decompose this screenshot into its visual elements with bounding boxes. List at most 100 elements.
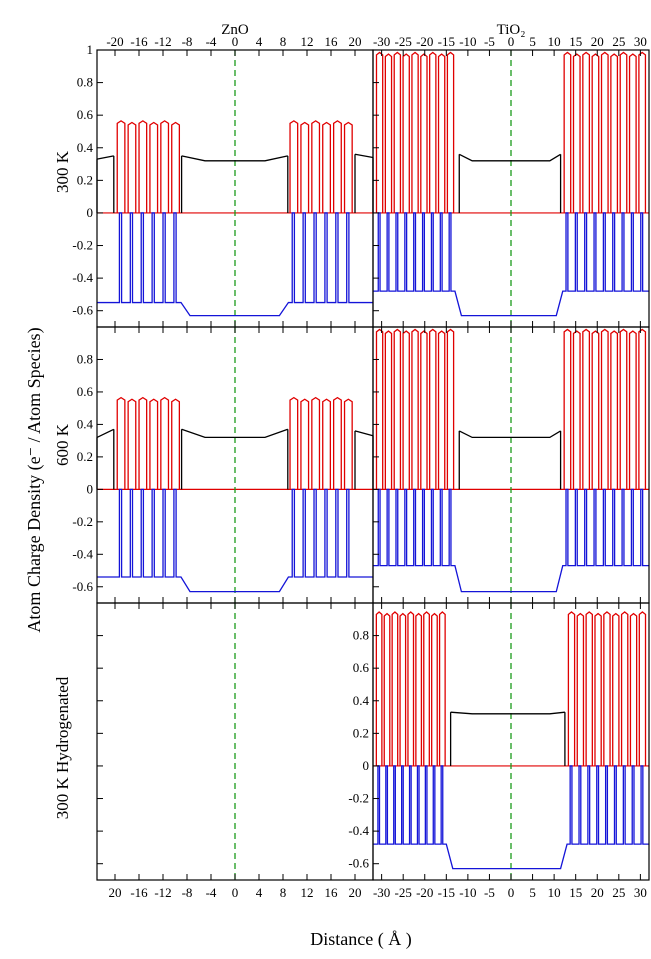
x-tick-label-bottom: 20 xyxy=(349,885,362,900)
cation-peak-tio2-300-k-hydrogenated-0-3 xyxy=(399,612,407,766)
cation-peak-tio2-300-k-0-7 xyxy=(437,53,446,213)
cation-peak-zno-600-k-0-4 xyxy=(160,396,170,490)
x-tick-label-bottom: 20 xyxy=(109,885,122,900)
x-tick-label-top: 20 xyxy=(349,34,362,49)
x-tick-label-bottom: -15 xyxy=(438,885,455,900)
y-tick-label: -0.4 xyxy=(348,823,369,838)
cation-peak-zno-300-k-0-3 xyxy=(149,121,159,213)
interface-line-tio2-600-k-0 xyxy=(458,430,561,439)
cation-peak-tio2-600-k-1-0 xyxy=(563,328,572,490)
cation-peak-tio2-600-k-0-1 xyxy=(384,330,393,490)
column-title-tio2: TiO₂ xyxy=(497,22,526,38)
x-tick-label-top: -25 xyxy=(395,34,412,49)
y-tick-label: 0.8 xyxy=(77,351,93,366)
panels-layer: -20 -16 -12 -8 -4 0 4 8 12 16 20 -0.6 -0.4 -0.2 0 0.2 0.… xyxy=(72,34,650,900)
y-tick-label: 0 xyxy=(87,481,94,496)
row-label-600k: 600 K xyxy=(53,423,72,466)
x-tick-label-top: 15 xyxy=(569,34,582,49)
x-tick-label-top: 25 xyxy=(612,34,625,49)
x-tick-label-bottom: 0 xyxy=(232,885,239,900)
cation-peak-zno-300-k-1-4 xyxy=(332,120,342,213)
cation-peak-tio2-600-k-1-3 xyxy=(591,330,600,490)
cation-peak-zno-600-k-0-0 xyxy=(116,396,126,490)
y-tick-label: 0.2 xyxy=(353,725,369,740)
cation-peak-tio2-600-k-1-7 xyxy=(628,330,637,490)
cation-peak-tio2-300-k-1-3 xyxy=(591,53,600,213)
interface-line-tio2-300-k-0 xyxy=(458,153,561,162)
y-tick-label: -0.2 xyxy=(348,791,369,806)
cation-peak-tio2-300-k-hydrogenated-1-8 xyxy=(638,611,647,766)
anion-trace-zno-600-k xyxy=(97,488,373,593)
x-tick-label-top: -4 xyxy=(206,34,217,49)
x-tick-label-top: -12 xyxy=(154,34,171,49)
x-tick-label-bottom: -8 xyxy=(182,885,193,900)
interface-line-zno-600-k-1 xyxy=(181,428,289,439)
cation-peak-tio2-600-k-1-1 xyxy=(572,330,581,490)
cation-peak-tio2-600-k-0-5 xyxy=(420,330,428,490)
y-tick-label: -0.4 xyxy=(72,546,93,561)
cation-peak-tio2-600-k-1-6 xyxy=(619,328,628,490)
cation-peak-tio2-300-k-hydrogenated-1-3 xyxy=(594,612,602,766)
cation-peak-tio2-300-k-hydrogenated-0-7 xyxy=(431,612,438,766)
x-tick-label-bottom: -10 xyxy=(459,885,476,900)
x-tick-label-top: -10 xyxy=(459,34,476,49)
x-tick-label-top: -20 xyxy=(106,34,123,49)
cation-peak-tio2-300-k-1-0 xyxy=(563,51,572,213)
interface-line-tio2-300-k-hydrogenated-0 xyxy=(450,711,565,715)
cation-peak-tio2-300-k-0-5 xyxy=(420,53,428,213)
cation-peak-tio2-300-k-0-3 xyxy=(402,53,410,213)
y-tick-label: 0.6 xyxy=(77,107,94,122)
cation-peak-zno-600-k-1-3 xyxy=(322,398,332,490)
cation-peak-tio2-600-k-0-8 xyxy=(446,328,455,490)
x-tick-label-bottom: 16 xyxy=(325,885,339,900)
cation-peak-tio2-300-k-1-1 xyxy=(572,53,581,213)
column-title-zno: ZnO xyxy=(221,22,249,38)
cation-peak-zno-600-k-1-2 xyxy=(311,396,321,490)
y-tick-label: 0.6 xyxy=(77,384,94,399)
cation-peak-tio2-300-k-hydrogenated-0-5 xyxy=(415,612,423,766)
cation-peak-tio2-300-k-hydrogenated-1-5 xyxy=(612,612,620,766)
y-tick-label: 0.6 xyxy=(353,660,370,675)
y-tick-label: -0.2 xyxy=(72,238,93,253)
cation-peak-tio2-300-k-0-2 xyxy=(393,51,402,213)
x-tick-label-top: 0 xyxy=(508,34,515,49)
cation-peak-tio2-600-k-0-6 xyxy=(429,328,437,490)
cation-peak-tio2-300-k-hydrogenated-0-8 xyxy=(438,611,446,766)
cation-peak-tio2-300-k-hydrogenated-1-0 xyxy=(567,611,576,766)
cation-peak-tio2-600-k-0-2 xyxy=(393,328,402,490)
y-tick-label: 0.4 xyxy=(77,416,94,431)
cation-peak-tio2-600-k-1-5 xyxy=(610,330,619,490)
x-tick-label-bottom: -30 xyxy=(373,885,390,900)
cation-peak-tio2-300-k-hydrogenated-0-1 xyxy=(383,612,391,766)
interface-line-zno-300-k-0 xyxy=(96,155,114,160)
x-tick-label-bottom: 12 xyxy=(301,885,314,900)
cation-peak-zno-300-k-0-1 xyxy=(127,121,137,213)
cation-peak-zno-600-k-0-3 xyxy=(149,398,159,490)
y-tick-label: 0.4 xyxy=(77,140,94,155)
cation-peak-tio2-300-k-1-7 xyxy=(628,53,637,213)
y-tick-label: -0.6 xyxy=(348,856,369,871)
y-tick-label: 0.4 xyxy=(353,693,370,708)
y-tick-label: 0 xyxy=(87,205,94,220)
cation-peak-zno-600-k-1-4 xyxy=(332,396,342,490)
text-layer: ZnO TiO₂ 300 K 600 K 300 K Hydrogenated … xyxy=(24,22,525,950)
cation-peak-tio2-300-k-hydrogenated-1-4 xyxy=(603,611,611,766)
x-tick-label-top: -20 xyxy=(416,34,433,49)
anion-trace-tio2-300-k xyxy=(373,212,649,317)
interface-line-zno-300-k-2 xyxy=(354,153,374,159)
x-tick-label-top: -30 xyxy=(373,34,390,49)
x-tick-label-top: 10 xyxy=(548,34,561,49)
x-tick-label-bottom: 25 xyxy=(612,885,625,900)
cation-peak-tio2-300-k-0-0 xyxy=(375,51,384,213)
cation-peak-tio2-300-k-hydrogenated-0-4 xyxy=(407,611,415,766)
y-tick-label: 0 xyxy=(363,758,370,773)
cation-peak-zno-300-k-0-0 xyxy=(116,120,126,213)
y-tick-label: -0.4 xyxy=(72,270,93,285)
y-tick-label: 0.2 xyxy=(77,172,93,187)
x-tick-label-bottom: 8 xyxy=(280,885,287,900)
cation-peak-zno-300-k-0-5 xyxy=(171,121,181,213)
x-tick-label-bottom: 5 xyxy=(529,885,536,900)
cation-peak-tio2-600-k-1-8 xyxy=(638,328,647,490)
cation-peak-zno-600-k-1-5 xyxy=(343,398,353,490)
